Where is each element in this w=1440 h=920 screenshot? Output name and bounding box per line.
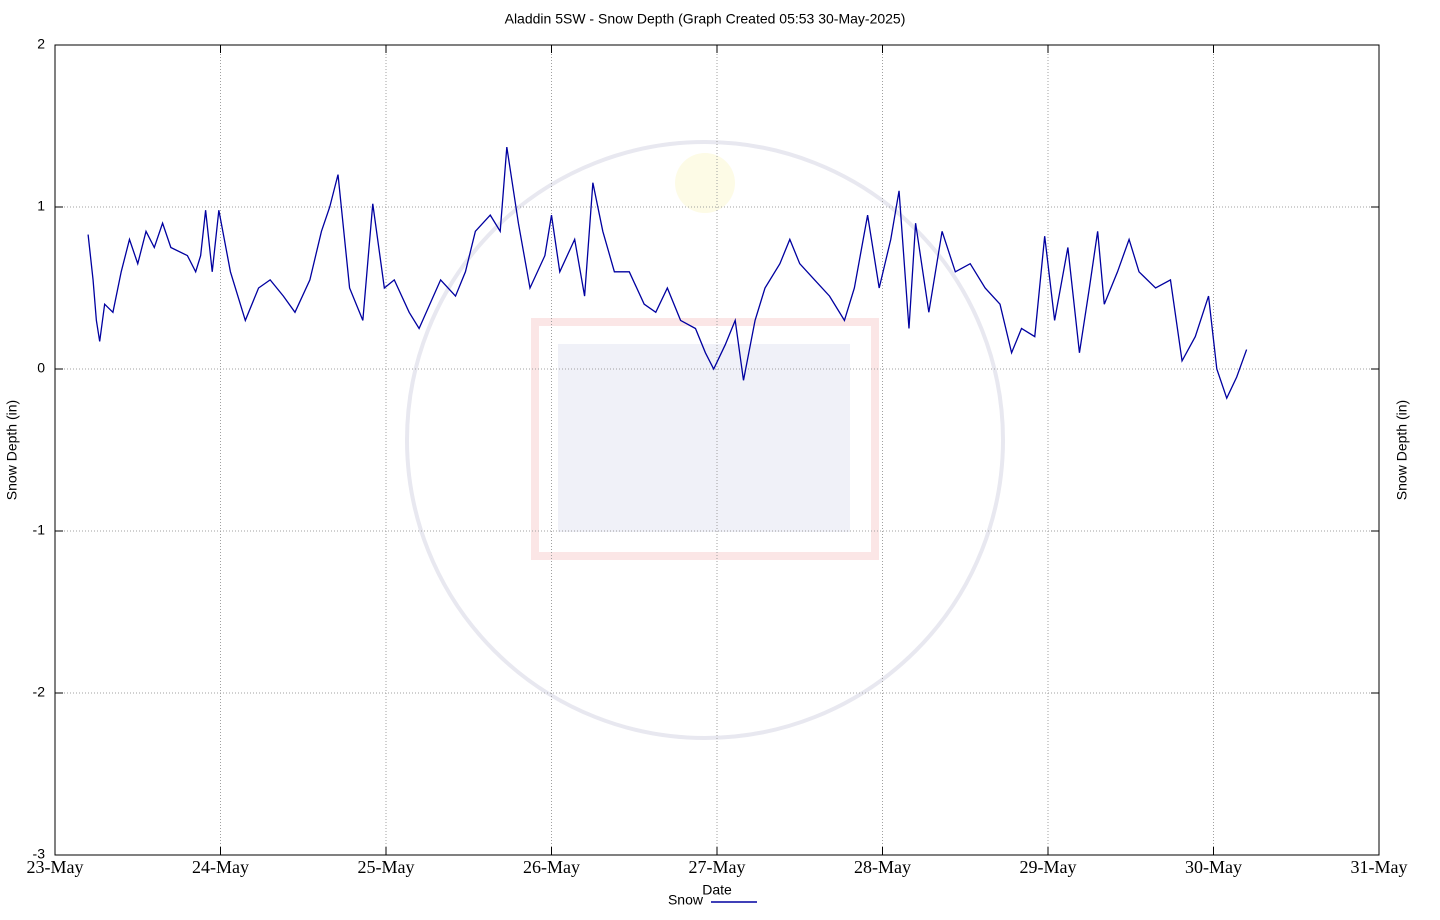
x-tick-label: 27-May [689, 857, 746, 877]
chart-title: Aladdin 5SW - Snow Depth (Graph Created … [505, 11, 906, 27]
plot-frame [54, 44, 1380, 856]
y-tick-label: -2 [33, 684, 46, 700]
watermark [558, 344, 850, 532]
legend-label: Snow [668, 892, 704, 908]
x-axis-label: Date [702, 882, 732, 898]
watermark [675, 153, 735, 213]
y-tick-label: -3 [33, 846, 46, 862]
y-tick-label: 0 [37, 360, 45, 376]
y-axis-label-right: Snow Depth (in) [1394, 400, 1410, 500]
x-tick-label: 24-May [192, 857, 249, 877]
data-line [87, 146, 1248, 400]
x-tick-label: 28-May [854, 857, 911, 877]
y-tick-label: 2 [37, 36, 45, 52]
y-tick-label: 1 [37, 198, 45, 214]
y-axis-label: Snow Depth (in) [4, 400, 20, 500]
x-tick-label: 31-May [1351, 857, 1408, 877]
y-tick-label: -1 [33, 522, 46, 538]
watermark [405, 140, 1005, 740]
x-tick-label: 25-May [358, 857, 415, 877]
x-tick-label: 23-May [27, 857, 84, 877]
x-tick-label: 26-May [523, 857, 580, 877]
x-tick-label: 30-May [1185, 857, 1242, 877]
watermark [531, 318, 879, 560]
x-tick-label: 29-May [1020, 857, 1077, 877]
